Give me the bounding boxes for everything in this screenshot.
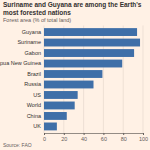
y-tick-label: Guyana [22, 29, 42, 35]
y-tick: World [27, 102, 44, 108]
x-tick-mark [143, 133, 144, 135]
bar [44, 81, 94, 89]
x-axis-line [45, 134, 144, 136]
x-tick: 40 [81, 133, 87, 142]
y-tick-label: UK [33, 123, 41, 129]
x-tick: 80 [121, 133, 127, 142]
bar [44, 60, 122, 68]
y-tick-label: Russia [24, 81, 42, 87]
bar [44, 102, 75, 110]
bars [44, 28, 140, 130]
x-tick-label: 60 [101, 136, 107, 142]
y-tick: Brazil [27, 71, 44, 77]
bar [44, 70, 102, 78]
y-tick: Suriname [17, 39, 44, 45]
x-tick-label: 0 [43, 136, 46, 142]
x-axis: 0 20 40 60 80 100 [43, 133, 148, 142]
y-tick: China [27, 113, 44, 119]
x-tick: 0 [43, 133, 46, 142]
y-tick: Guyana [22, 29, 44, 35]
bar [44, 28, 137, 36]
bar [44, 49, 134, 57]
y-tick: US [33, 92, 44, 98]
grid [44, 26, 143, 134]
x-tick-mark [44, 133, 45, 135]
source: Source: FAO [3, 142, 32, 148]
x-tick-mark [103, 133, 104, 135]
bar [44, 112, 67, 120]
x-tick: 20 [61, 133, 67, 142]
x-tick-label: 100 [139, 136, 148, 142]
x-tick-mark [64, 133, 65, 135]
bar [44, 123, 57, 131]
bar [44, 91, 78, 99]
y-tick: Papua New Guinea [0, 60, 44, 66]
subtitle: Forest area (% of total land) [3, 17, 71, 23]
y-tick: Russia [24, 81, 44, 87]
plot: Guyana Suriname Gabon Papua New Guinea Brazi… [0, 26, 148, 142]
bar [44, 39, 140, 47]
y-axis-line [44, 26, 45, 134]
y-axis: Guyana Suriname Gabon Papua New Guinea Brazi… [0, 26, 45, 134]
y-tick-label: Gabon [24, 50, 41, 56]
y-tick-label: Brazil [27, 71, 41, 77]
x-tick-label: 80 [121, 136, 127, 142]
y-tick: UK [33, 123, 44, 129]
grid-line [143, 26, 144, 134]
y-tick-label: China [27, 113, 42, 119]
y-tick: Gabon [24, 50, 44, 56]
chart: Suriname and Guyana are among the Earth'… [0, 0, 150, 150]
y-tick-label: Suriname [17, 39, 41, 45]
title: Suriname and Guyana are among the Earth'… [3, 1, 142, 16]
x-tick-label: 20 [61, 136, 67, 142]
y-tick-label: Papua New Guinea [0, 60, 42, 66]
x-tick-mark [84, 133, 85, 135]
x-tick: 60 [101, 133, 107, 142]
x-tick: 100 [139, 133, 148, 142]
x-tick-label: 40 [81, 136, 87, 142]
x-tick-mark [123, 133, 124, 135]
y-tick-label: World [27, 102, 41, 108]
y-tick-label: US [33, 92, 41, 98]
